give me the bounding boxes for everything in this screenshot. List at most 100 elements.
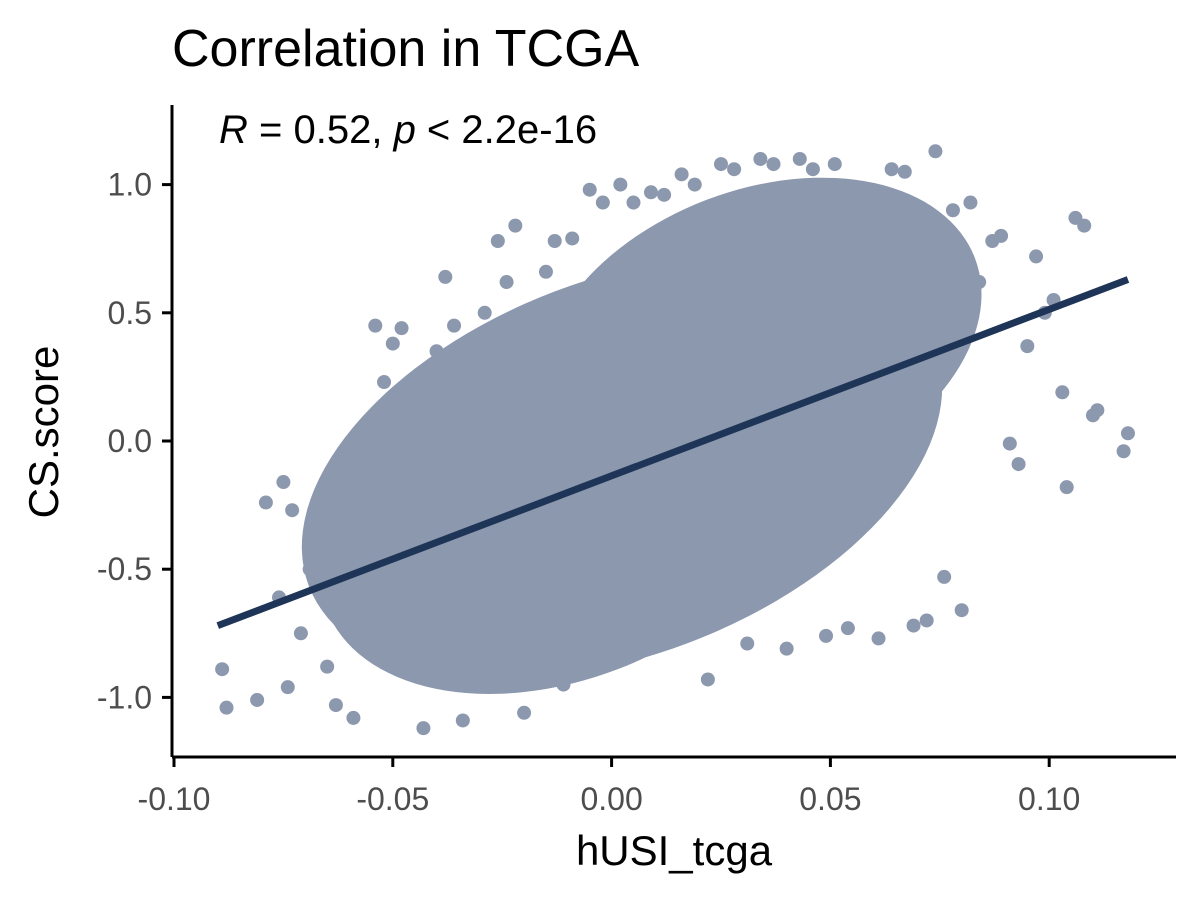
data-point — [219, 700, 234, 715]
data-point — [1029, 249, 1044, 264]
data-point — [582, 182, 597, 197]
r-symbol: R — [219, 108, 248, 152]
data-point — [906, 618, 921, 633]
p-value-text: < 2.2e-16 — [416, 108, 597, 152]
x-tick-label: 0.00 — [580, 781, 642, 817]
point-cloud — [301, 177, 982, 694]
x-tick-label: -0.05 — [356, 781, 429, 817]
y-axis-ticks: -1.0 -0.5 0.0 0.5 1.0 — [97, 167, 172, 715]
scatter-points — [215, 144, 1135, 736]
data-point — [438, 269, 453, 284]
chart-title: Correlation in TCGA — [172, 20, 640, 78]
data-point — [727, 162, 742, 177]
data-point — [657, 187, 672, 202]
data-point — [455, 713, 470, 728]
data-point — [276, 475, 291, 490]
data-point — [871, 631, 886, 646]
data-point — [928, 144, 943, 159]
data-point — [447, 318, 462, 333]
y-tick-label: 0.5 — [108, 295, 152, 331]
data-point — [477, 305, 492, 320]
data-point — [753, 151, 768, 166]
data-point — [766, 157, 781, 172]
data-point — [595, 195, 610, 210]
x-axis-ticks: -0.10 -0.05 0.00 0.05 0.10 — [138, 757, 1080, 817]
data-point — [328, 698, 343, 713]
data-point — [1002, 436, 1017, 451]
data-point — [827, 157, 842, 172]
data-point — [407, 403, 422, 418]
data-point — [740, 636, 755, 651]
data-point — [700, 672, 715, 687]
data-point — [613, 177, 628, 192]
data-point — [884, 162, 899, 177]
data-point — [1090, 403, 1105, 418]
data-point — [954, 603, 969, 618]
data-point — [565, 231, 580, 246]
x-tick-label: 0.10 — [1018, 781, 1080, 817]
data-point — [394, 321, 409, 336]
data-point — [1116, 444, 1131, 459]
data-point — [779, 641, 794, 656]
y-tick-label: -1.0 — [97, 679, 152, 715]
p-symbol: p — [393, 108, 416, 152]
data-point — [919, 613, 934, 628]
data-point — [945, 203, 960, 218]
data-point — [425, 439, 440, 454]
data-point — [1077, 218, 1092, 233]
x-axis-title: hUSI_tcga — [576, 827, 773, 874]
data-point — [972, 275, 987, 290]
data-point — [547, 234, 562, 249]
data-point — [1059, 480, 1074, 495]
data-point — [215, 662, 230, 677]
data-point — [468, 331, 483, 346]
regression-line — [216, 276, 1130, 629]
x-tick-label: -0.10 — [138, 781, 211, 817]
r-value-text: = 0.52, — [248, 108, 394, 152]
data-point — [674, 167, 689, 182]
data-point — [538, 264, 553, 279]
y-tick-label: -0.5 — [97, 551, 152, 587]
point-cloud-upper — [538, 177, 982, 503]
data-point — [643, 185, 658, 200]
correlation-annotation: R = 0.52, p < 2.2e-16 — [219, 108, 597, 152]
data-point — [687, 177, 702, 192]
data-point — [258, 495, 273, 510]
data-point — [530, 305, 545, 320]
data-point — [714, 157, 728, 172]
data-point — [1120, 426, 1135, 441]
data-point — [1011, 457, 1026, 472]
y-tick-label: 1.0 — [108, 167, 152, 203]
data-point — [792, 151, 807, 166]
data-point — [963, 195, 978, 210]
data-point — [994, 228, 1009, 243]
data-point — [1020, 339, 1035, 354]
data-point — [556, 677, 571, 692]
y-tick-label: 0.0 — [108, 423, 152, 459]
data-point — [937, 569, 952, 584]
y-axis-title: CS.score — [20, 346, 67, 519]
data-point — [346, 710, 361, 725]
data-point — [311, 508, 326, 523]
data-point — [280, 680, 295, 695]
data-point — [840, 621, 855, 636]
data-point — [517, 705, 532, 720]
data-point — [805, 162, 820, 177]
data-point — [508, 218, 523, 233]
data-point — [1055, 385, 1070, 400]
data-point — [285, 503, 300, 518]
data-point — [359, 505, 374, 520]
data-point — [377, 375, 392, 390]
data-point — [250, 692, 265, 707]
data-point — [368, 318, 383, 333]
data-point — [385, 336, 400, 351]
data-point — [320, 659, 335, 674]
data-point — [416, 721, 431, 736]
data-point — [499, 275, 514, 290]
data-point — [337, 528, 352, 543]
data-point — [490, 234, 505, 249]
x-tick-label: 0.05 — [799, 781, 861, 817]
data-point — [429, 344, 444, 359]
data-point — [897, 164, 912, 179]
